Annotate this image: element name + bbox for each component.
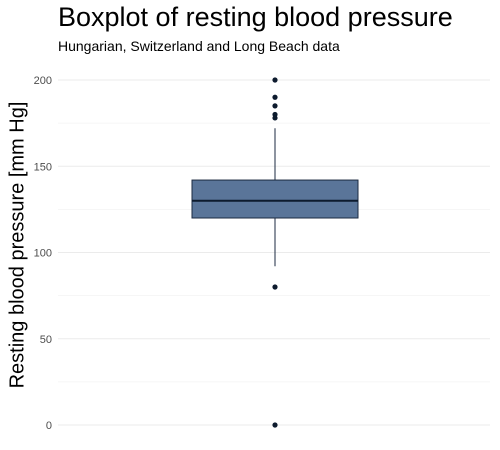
- outlier-point: [272, 94, 278, 100]
- y-tick-label: 100: [34, 248, 52, 260]
- box-layer: [191, 128, 359, 267]
- outlier-layer: [272, 77, 278, 428]
- outlier-point: [272, 77, 278, 83]
- y-tick-label: 150: [34, 161, 52, 173]
- outlier-point: [272, 103, 278, 109]
- tick-label-layer: 0 50 100 150 200: [34, 75, 52, 432]
- chart-title: Boxplot of resting blood pressure: [58, 2, 453, 32]
- y-tick-label: 200: [34, 75, 52, 87]
- outlier-point: [272, 115, 278, 121]
- y-tick-label: 50: [40, 334, 52, 346]
- chart-subtitle: Hungarian, Switzerland and Long Beach da…: [58, 38, 340, 54]
- y-tick-label: 0: [46, 420, 52, 432]
- iqr-box: [191, 179, 359, 219]
- outlier-point: [272, 284, 278, 290]
- outlier-point: [272, 422, 278, 428]
- grid-layer: [58, 79, 490, 426]
